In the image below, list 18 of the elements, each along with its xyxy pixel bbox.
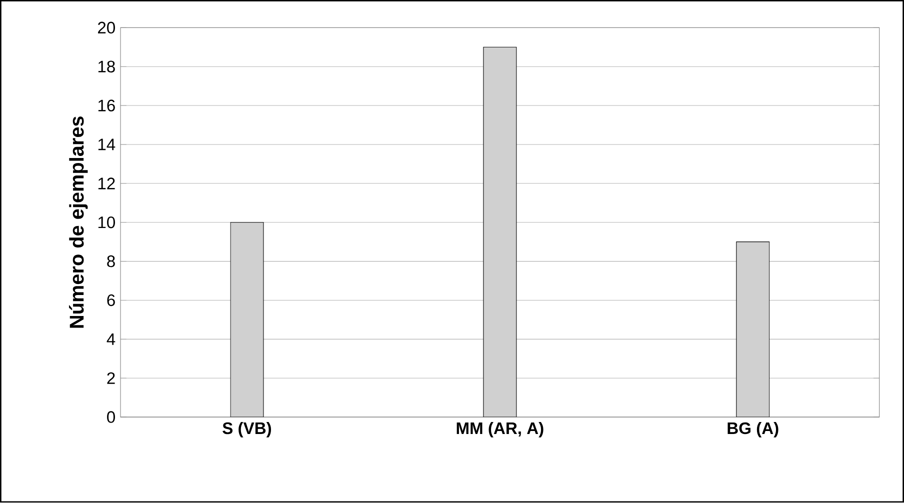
y-tick-label: 12	[98, 178, 115, 190]
y-tick-label: 8	[107, 256, 115, 268]
y-tick-label: 4	[106, 334, 116, 346]
y-axis-title: Número de ejemplares	[68, 116, 88, 328]
y-tick-label: 2	[107, 372, 115, 384]
y-tick-label: 20	[98, 22, 115, 34]
y-tick-label: 6	[107, 294, 115, 306]
bar	[483, 47, 517, 418]
y-tick-label: 0	[107, 411, 115, 424]
bar	[230, 222, 264, 418]
y-tick-label: 10	[98, 216, 115, 228]
y-tick-label: 18	[98, 60, 115, 73]
y-tick-label: 16	[98, 100, 115, 112]
x-tick-label: S (VB)	[222, 422, 272, 438]
x-tick-label: MM (AR, A)	[456, 422, 544, 438]
x-tick-label: BG (A)	[728, 422, 778, 438]
y-tick-label: 14	[98, 138, 116, 150]
bar	[736, 242, 770, 418]
